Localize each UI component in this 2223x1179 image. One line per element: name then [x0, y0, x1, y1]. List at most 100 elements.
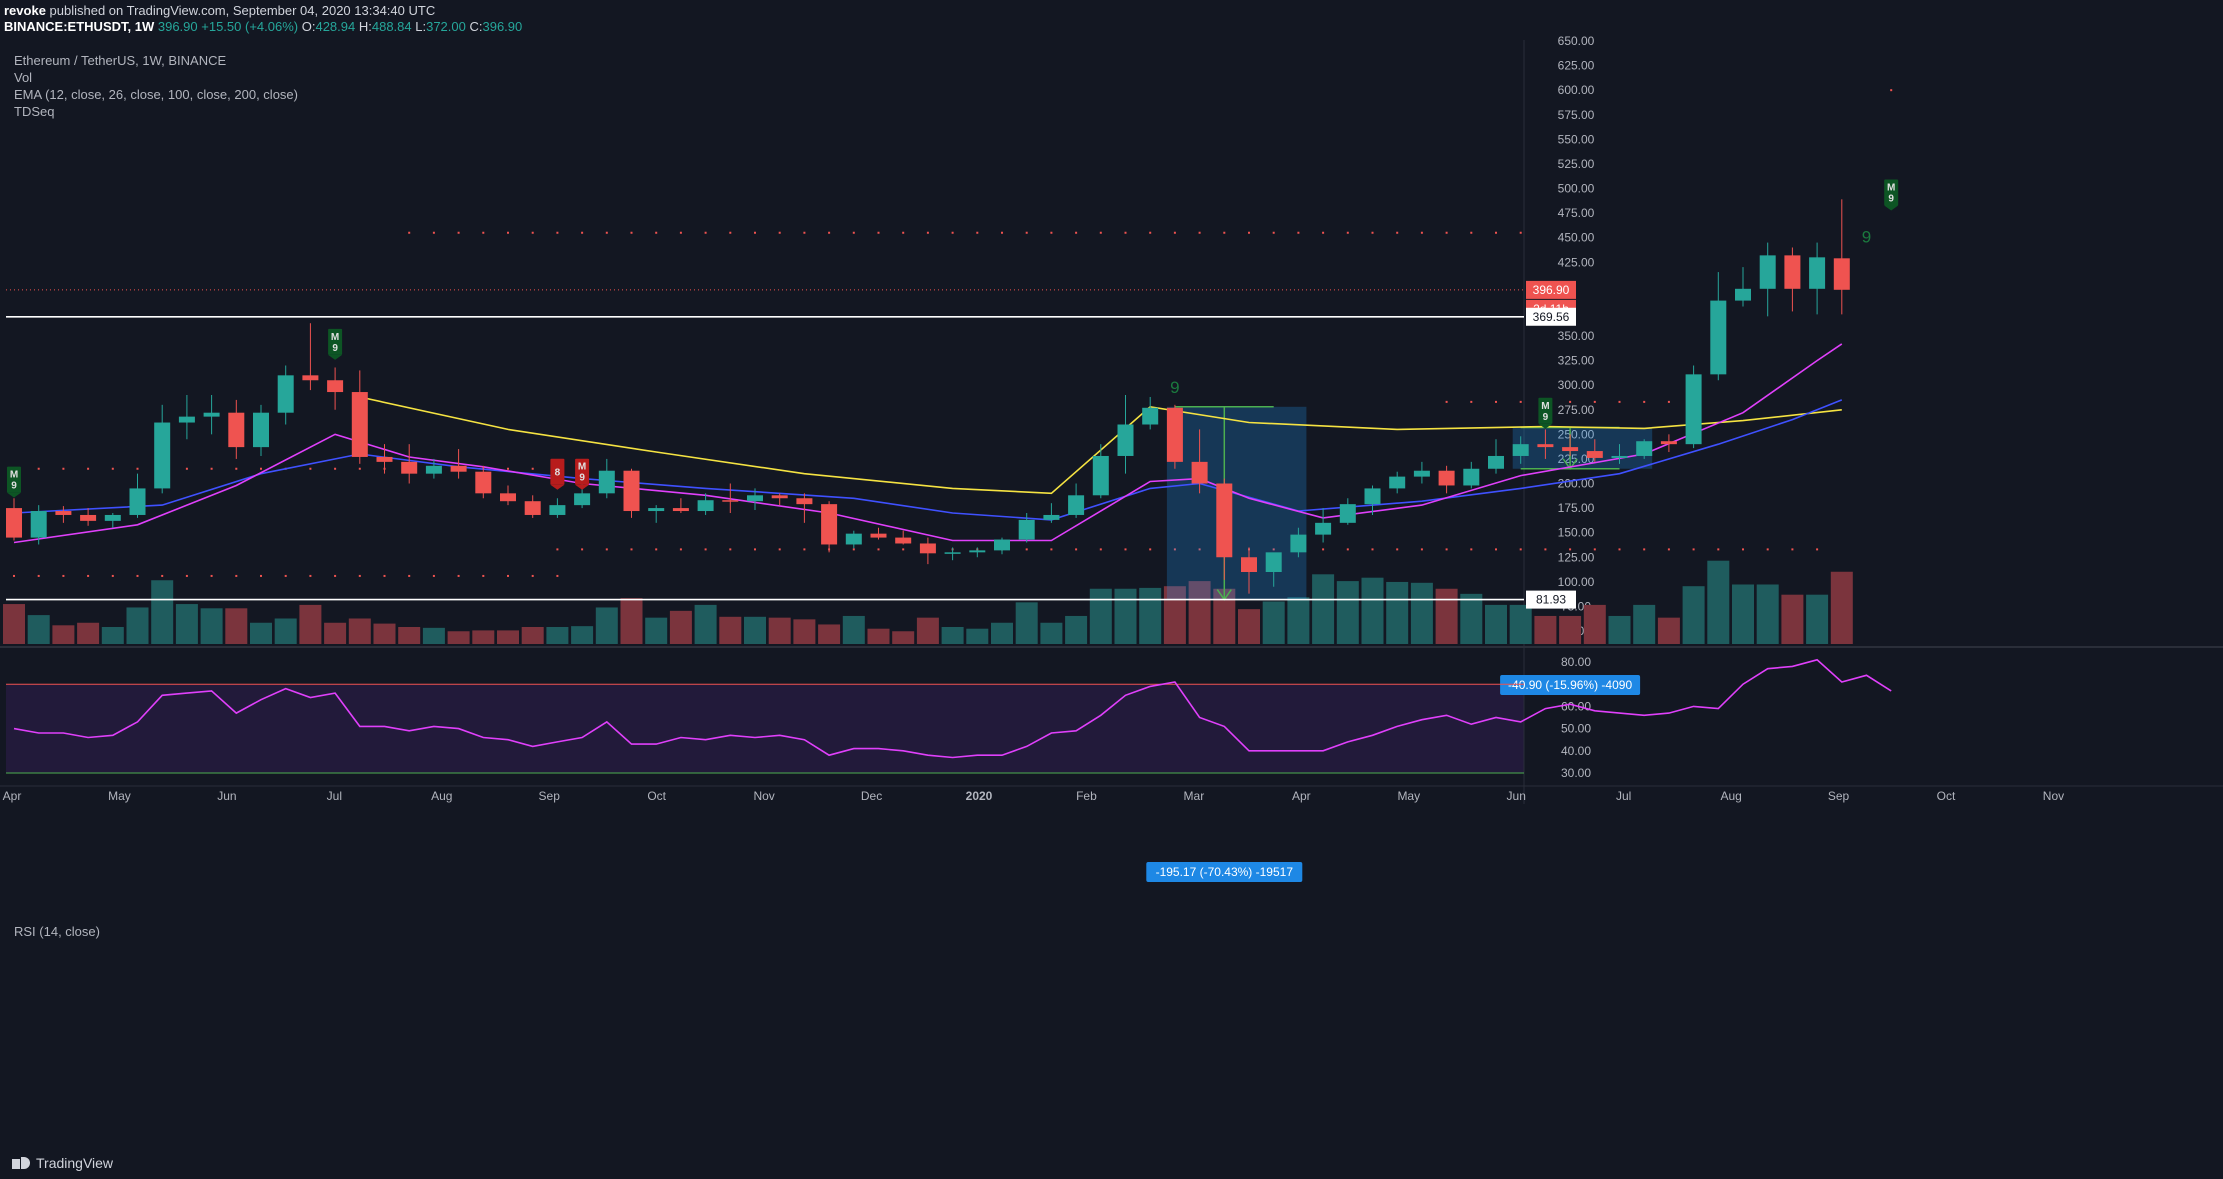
- candle-body: [327, 380, 344, 393]
- candle-body: [1784, 255, 1801, 289]
- lower-support-badge-bg: [1526, 590, 1576, 609]
- tdseq-badge-tip: [7, 492, 21, 498]
- tdseq-dot: [1519, 231, 1522, 234]
- candle-body: [1092, 455, 1109, 496]
- tdseq-dot: [334, 574, 337, 577]
- tdseq-dot: [655, 548, 658, 551]
- volume-bar: [27, 615, 50, 644]
- volume-bar: [1830, 571, 1853, 644]
- volume-bar: [348, 618, 371, 644]
- tdseq-dot: [1495, 231, 1497, 234]
- volume-bar: [1633, 604, 1656, 644]
- volume-bar: [1534, 615, 1557, 644]
- candle-body: [1117, 424, 1134, 456]
- volume-bar: [101, 627, 124, 644]
- tdseq-dot: [37, 574, 40, 577]
- tdseq-dot: [87, 467, 90, 470]
- tdseq-dot: [1075, 231, 1078, 234]
- tdseq-dot: [679, 231, 682, 234]
- volume-bar: [571, 626, 594, 644]
- time-tick-label: Dec: [861, 789, 882, 803]
- tdseq-dot: [309, 574, 312, 577]
- author-name[interactable]: revoke: [4, 3, 46, 18]
- legend-ema[interactable]: EMA (12, close, 26, close, 100, close, 2…: [14, 87, 298, 102]
- candle-body: [228, 412, 245, 448]
- rsi-band: [6, 684, 1524, 773]
- tdseq-dot: [457, 574, 460, 577]
- time-tick-label: Jun: [217, 789, 236, 803]
- tdseq-dot: [1445, 400, 1448, 403]
- tdseq-badge-text: M: [1541, 401, 1549, 412]
- tdseq-dot: [334, 467, 337, 470]
- tdseq-dot: [1198, 231, 1201, 234]
- tdseq-dot: [754, 548, 756, 551]
- volume-bar: [373, 623, 396, 644]
- candle-body: [1068, 495, 1085, 515]
- tdseq-dot: [1075, 548, 1078, 551]
- volume-bar: [398, 627, 421, 644]
- candle-body: [203, 412, 220, 417]
- tdseq-dot: [605, 548, 608, 551]
- price-pane: [6, 40, 1524, 646]
- volume-bar: [1509, 604, 1532, 644]
- candle-body: [1018, 519, 1035, 540]
- tdseq-dot: [1569, 548, 1572, 551]
- tdseq-dot: [1667, 400, 1670, 403]
- volume-bar: [941, 627, 964, 644]
- tdseq-dot: [408, 231, 411, 234]
- tdseq-dot: [877, 548, 880, 551]
- brand-name[interactable]: TradingView: [36, 1155, 114, 1171]
- tdseq-dot: [828, 231, 831, 234]
- legend-tdseq[interactable]: TDSeq: [14, 104, 55, 119]
- volume-bar: [892, 631, 915, 644]
- candle-body: [524, 501, 541, 515]
- tdseq-badge: M9: [1884, 179, 1899, 211]
- tdseq-dot: [778, 231, 781, 234]
- tdseq-dot: [1099, 548, 1102, 551]
- volume-bar: [1262, 601, 1285, 644]
- time-tick-label: Jul: [1616, 789, 1631, 803]
- volume-bar: [620, 598, 643, 644]
- volume-bar: [1806, 594, 1829, 644]
- close-label: C:: [469, 19, 483, 34]
- candle-body: [623, 470, 640, 512]
- price-tick-label: 450.00: [1558, 231, 1595, 245]
- tdseq-dot: [185, 467, 188, 470]
- tdseq-dot: [1445, 548, 1448, 551]
- tdseq-dot: [1420, 548, 1423, 551]
- tdseq-dot: [729, 548, 732, 551]
- volume-bar: [1682, 586, 1705, 644]
- legend-vol[interactable]: Vol: [14, 70, 33, 85]
- tdseq-badge: M9: [7, 466, 21, 498]
- candle-body: [1413, 470, 1430, 477]
- volume-bar: [200, 608, 223, 644]
- price-tick-label: 475.00: [1558, 206, 1595, 220]
- volume-bar: [669, 610, 692, 644]
- candle-body: [55, 511, 72, 515]
- rsi-legend[interactable]: RSI (14, close): [14, 924, 100, 939]
- candle-body: [1142, 407, 1159, 425]
- candle-body: [129, 488, 146, 515]
- candle-body: [450, 465, 467, 472]
- volume-bar: [151, 580, 174, 644]
- candle-body: [919, 543, 936, 554]
- tdseq-dot: [556, 574, 559, 577]
- tdseq-dot: [260, 574, 262, 577]
- volume-bar: [1336, 581, 1359, 644]
- volume-bar: [1435, 588, 1458, 644]
- tdseq-badge-tip: [1538, 423, 1553, 429]
- tdseq-dot: [1692, 548, 1695, 551]
- volume-bar: [1089, 588, 1112, 644]
- tdseq-dot: [951, 231, 954, 234]
- candle-body: [1759, 255, 1776, 289]
- time-tick-label: Oct: [1937, 789, 1956, 803]
- legend-title[interactable]: Ethereum / TetherUS, 1W, BINANCE: [14, 53, 227, 68]
- volume-bar: [1410, 582, 1433, 644]
- volume-bar: [1213, 588, 1236, 644]
- volume-bar: [1732, 584, 1754, 644]
- tdseq-dot: [1470, 231, 1473, 234]
- price-tick-label: 650.00: [1558, 34, 1595, 48]
- tdseq-dot: [531, 231, 534, 234]
- tdseq-dot: [1173, 231, 1176, 234]
